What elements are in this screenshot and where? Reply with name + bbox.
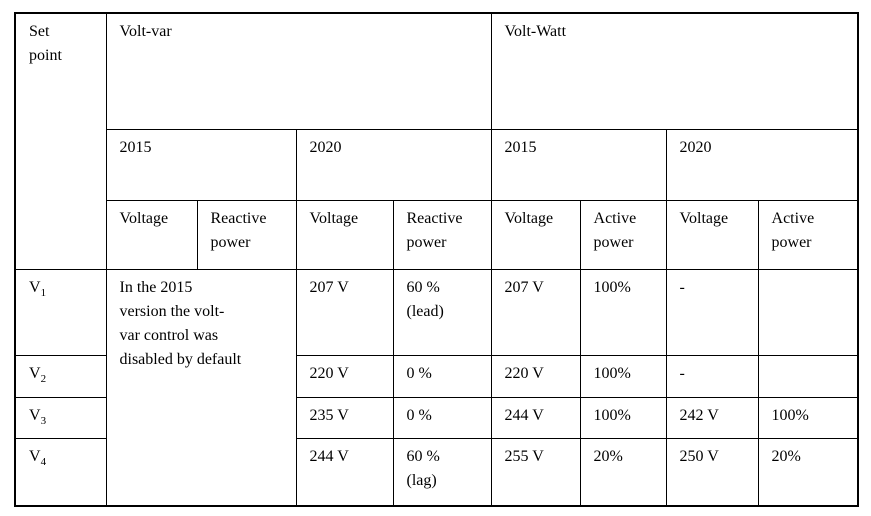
row-label-base: V [29, 406, 41, 424]
row-label-v3: V3 [14, 396, 107, 439]
cell-v4-voltvar2020-reactive: 60 % (lag) [392, 437, 492, 507]
cell-v1-voltvar2020-reactive: 60 % (lead) [392, 268, 492, 356]
cell-v4-voltwatt2020-active: 20% [757, 437, 859, 507]
cell-v2-voltwatt2020-active [757, 354, 859, 398]
row-label-subscript: 2 [40, 372, 47, 385]
table-row-v4: V4 244 V 60 % (lag) 255 V 20% 250 V 20% [14, 437, 859, 507]
cell-v3-voltwatt2020-voltage: 242 V [665, 396, 759, 439]
cell-v3-voltvar2020-voltage: 235 V [295, 396, 394, 439]
col-header-reactive-power-1: Reactive power [196, 199, 297, 270]
table-row-v3: V3 235 V 0 % 244 V 100% 242 V 100% [14, 396, 859, 439]
col-header-voltage-2: Voltage [295, 199, 394, 270]
header-column-row: Voltage Reactive power Voltage Reactive … [15, 199, 859, 270]
year-cell-voltvar-2015: 2015 [105, 128, 297, 201]
row-label-subscript: 3 [40, 414, 47, 427]
cell-v2-voltvar2020-voltage: 220 V [295, 354, 394, 398]
row-label-base: V [29, 447, 41, 465]
group-header-volt-var: Volt-var [105, 12, 492, 130]
table-row-v1: V1 In the 2015 version the volt- var con… [14, 268, 859, 507]
row-label-v2: V2 [14, 354, 107, 398]
col-header-voltage-3: Voltage [490, 199, 581, 270]
group-header-volt-watt: Volt-Watt [490, 12, 859, 130]
cell-v2-voltwatt2015-voltage: 220 V [490, 354, 581, 398]
header-year-row: 2015 2020 2015 2020 [15, 128, 859, 201]
cell-v2-voltwatt2020-voltage: - [665, 354, 759, 398]
cell-v3-voltwatt2020-active: 100% [757, 396, 859, 439]
year-cell-voltwatt-2015: 2015 [490, 128, 667, 201]
cell-v4-voltwatt2015-voltage: 255 V [490, 437, 581, 507]
row-label-v4: V4 [14, 437, 107, 507]
row-label-base: V [29, 364, 41, 382]
col-header-voltage-4: Voltage [665, 199, 759, 270]
col-header-voltage-1: Voltage [105, 199, 198, 270]
cell-v4-voltvar2020-voltage: 244 V [295, 437, 394, 507]
row-label-subscript: 4 [40, 455, 47, 468]
col-header-active-power-1: Active power [579, 199, 667, 270]
row-label-v1: V1 [14, 268, 107, 356]
year-cell-voltwatt-2020: 2020 [665, 128, 859, 201]
col-header-active-power-2: Active power [757, 199, 859, 270]
col-header-reactive-power-2: Reactive power [392, 199, 492, 270]
cell-v1-voltvar2020-voltage: 207 V [295, 268, 394, 356]
header-group-row: Set point Volt-var Volt-Watt [14, 12, 859, 270]
year-cell-voltvar-2020: 2020 [295, 128, 492, 201]
cell-v1-voltwatt2015-active: 100% [579, 268, 667, 356]
corner-cell-set-point: Set point [14, 12, 107, 270]
cell-v1-voltwatt2020-active [757, 268, 859, 356]
cell-v4-voltwatt2020-voltage: 250 V [665, 437, 759, 507]
cell-v3-voltwatt2015-voltage: 244 V [490, 396, 581, 439]
row-label-base: V [29, 278, 41, 296]
cell-v4-voltwatt2015-active: 20% [579, 437, 667, 507]
cell-v1-voltwatt2015-voltage: 207 V [490, 268, 581, 356]
setpoints-table: Set point Volt-var Volt-Watt 2015 2020 2… [14, 12, 860, 507]
row-label-subscript: 1 [40, 286, 47, 299]
cell-v3-voltwatt2015-active: 100% [579, 396, 667, 439]
cell-v1-voltwatt2020-voltage: - [665, 268, 759, 356]
cell-v2-voltvar2020-reactive: 0 % [392, 354, 492, 398]
cell-v2-voltwatt2015-active: 100% [579, 354, 667, 398]
cell-v3-voltvar2020-reactive: 0 % [392, 396, 492, 439]
table-row-v2: V2 220 V 0 % 220 V 100% - [14, 354, 859, 398]
merged-note-cell: In the 2015 version the volt- var contro… [105, 268, 297, 507]
